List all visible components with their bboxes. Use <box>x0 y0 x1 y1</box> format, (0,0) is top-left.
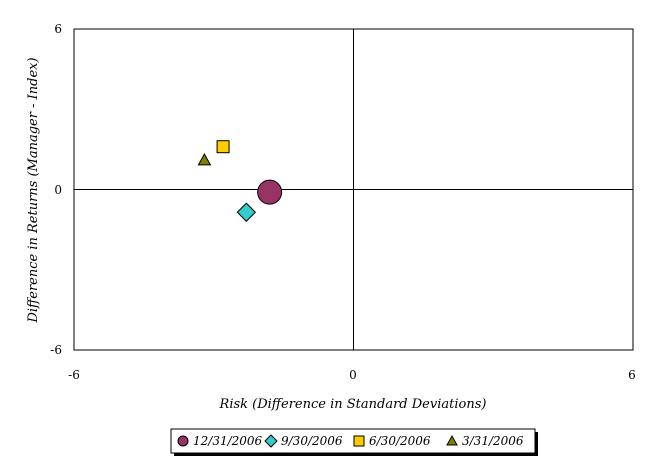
legend-label: 3/31/2006 <box>462 434 524 448</box>
x-axis-title: Risk (Difference in Standard Deviations) <box>219 397 487 412</box>
data-markers <box>197 140 283 222</box>
legend-label: 12/31/2006 <box>193 434 263 448</box>
data-point-square <box>216 140 230 154</box>
x-tick-label: -6 <box>68 368 80 382</box>
y-tick-label: 6 <box>54 22 62 36</box>
legend: 12/31/2006 9/30/2006 6/30/2006 3/31/2006 <box>170 428 538 456</box>
y-axis-title: Difference in Returns (Manager - Index) <box>26 57 41 323</box>
data-point-diamond <box>236 202 257 222</box>
legend-marker-triangle <box>446 434 458 446</box>
legend-label: 6/30/2006 <box>369 434 431 448</box>
legend-marker-diamond <box>264 434 278 448</box>
data-point-triangle <box>197 153 212 166</box>
y-tick-label: 0 <box>54 183 62 197</box>
y-tick-label: -6 <box>50 343 62 357</box>
legend-marker-square <box>353 435 365 447</box>
x-tick-label: 6 <box>628 368 636 382</box>
legend-marker-circle <box>177 435 189 447</box>
legend-box <box>170 428 536 454</box>
legend-label: 9/30/2006 <box>281 434 343 448</box>
data-point-circle <box>257 179 283 205</box>
x-tick-label: 0 <box>349 368 357 382</box>
